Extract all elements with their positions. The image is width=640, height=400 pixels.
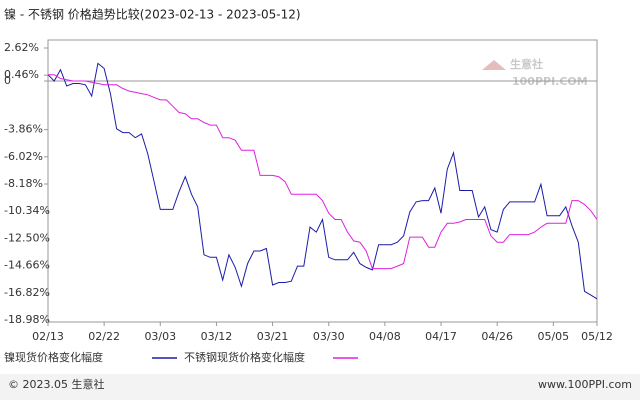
x-tick-label: 04/26 [481, 330, 513, 343]
x-tick-label: 03/12 [201, 330, 233, 343]
series-line [47, 62, 598, 300]
footer-bg [0, 374, 640, 400]
legend-label: 镍现货价格变化幅度 [4, 350, 103, 364]
plot-frame [47, 39, 598, 323]
y-tick-label: -18.98% [4, 313, 50, 326]
x-tick-label: 03/30 [313, 330, 345, 343]
y-tick-label: 0.46% [4, 68, 39, 81]
y-tick-label: -8.18% [4, 177, 43, 190]
chart-title: 镍 - 不锈钢 价格趋势比较(2023-02-13 - 2023-05-12) [4, 7, 301, 22]
x-tick-label: 03/21 [257, 330, 289, 343]
y-tick-label: -3.86% [4, 123, 43, 136]
y-tick-label: 0 [4, 74, 11, 87]
footer-right: www.100PPI.com [538, 378, 632, 391]
y-tick-label: -6.02% [4, 150, 43, 163]
x-tick-label: 03/03 [144, 330, 176, 343]
footer-left: © 2023.05 生意社 [8, 377, 104, 391]
x-tick-label: 05/12 [581, 330, 613, 343]
y-tick-label: 2.62% [4, 41, 39, 54]
y-tick-label: -10.34% [4, 204, 50, 217]
legend-label: 不锈钢现货价格变化幅度 [184, 350, 305, 364]
watermark-name: 生意社 [510, 57, 543, 71]
watermark-site: 100PPI.COM [512, 75, 588, 88]
series-line [48, 74, 598, 270]
y-tick-label: -12.50% [4, 231, 50, 244]
y-tick-label: -14.66% [4, 259, 50, 272]
watermark-logo [482, 60, 506, 70]
x-tick-label: 04/17 [425, 330, 457, 343]
x-tick-label: 05/05 [537, 330, 569, 343]
x-tick-label: 02/13 [32, 330, 64, 343]
x-tick-label: 02/22 [88, 330, 120, 343]
x-tick-label: 04/08 [369, 330, 401, 343]
y-tick-label: -16.82% [4, 286, 50, 299]
